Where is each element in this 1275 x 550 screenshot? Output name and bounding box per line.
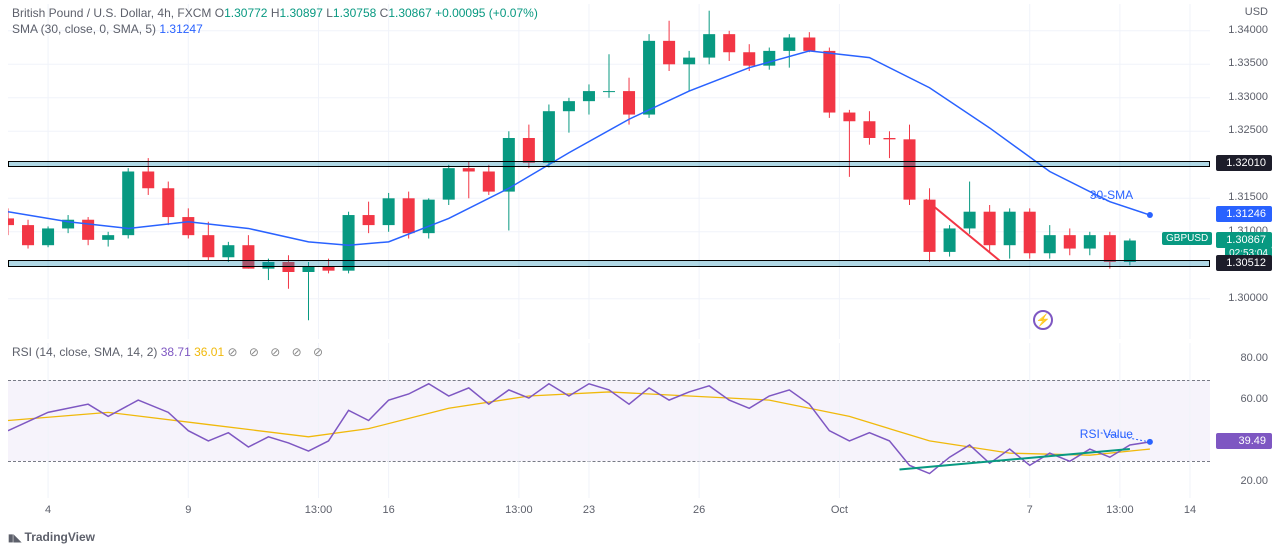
price-y-tick: 1.31500 (1228, 191, 1268, 203)
time-tick: 16 (383, 504, 395, 516)
time-tick: 26 (693, 504, 705, 516)
price-y-tick: 1.30000 (1228, 292, 1268, 304)
rsi-y-axis[interactable]: 80.0060.0040.0020.00 39.49 (1212, 343, 1272, 498)
rsi-value-2: 36.01 (194, 345, 224, 359)
time-tick: 23 (583, 504, 595, 516)
rsi-y-tick: 80.00 (1240, 352, 1268, 364)
rsi-annotation: RSI Value (1080, 427, 1133, 441)
price-pane[interactable]: British Pound / U.S. Dollar, 4h, FXCM O1… (8, 4, 1210, 339)
symbol-name: British Pound / U.S. Dollar, 4h, FXCM (12, 6, 211, 20)
rsi-value-1: 38.71 (161, 345, 191, 359)
time-tick: Oct (831, 504, 848, 516)
time-tick: 7 (1027, 504, 1033, 516)
sma-indicator-row: SMA (30, close, 0, SMA, 5) 1.31247 (12, 22, 203, 36)
y-axis-currency: USD (1245, 6, 1268, 18)
ohlc-change: +0.00095 (435, 6, 485, 20)
bolt-icon[interactable]: ⚡ (1033, 310, 1053, 330)
time-tick: 14 (1184, 504, 1196, 516)
resistance-zone (8, 161, 1210, 166)
ohlc-low: 1.30758 (333, 6, 376, 20)
tradingview-logo[interactable]: ▮◣ TradingView (8, 530, 95, 544)
price-y-tick: 1.34000 (1228, 24, 1268, 36)
resistance-price-badge: 1.32010 (1216, 155, 1272, 171)
rsi-visibility-icons[interactable]: ⊘ ⊘ ⊘ ⊘ ⊘ (227, 345, 327, 359)
time-tick: 13:00 (305, 504, 333, 516)
time-axis[interactable]: 4 9 13:00 16 13:00 23 26 Oct 7 13:00 14 (8, 500, 1210, 525)
support-zone (8, 260, 1210, 267)
price-y-tick: 1.32500 (1228, 124, 1268, 136)
sma-annotation: 30-SMA (1090, 188, 1133, 202)
rsi-pane[interactable]: RSI (14, close, SMA, 14, 2) 38.71 36.01 … (8, 343, 1210, 498)
ohlc-close: 1.30867 (388, 6, 431, 20)
rsi-value-badge: 39.49 (1216, 433, 1272, 449)
rsi-label: RSI (14, close, SMA, 14, 2) (12, 345, 157, 359)
rsi-y-tick: 20.00 (1240, 475, 1268, 487)
symbol-header: British Pound / U.S. Dollar, 4h, FXCM O1… (12, 6, 538, 20)
time-tick: 13:00 (1106, 504, 1134, 516)
ohlc-pct: (+0.07%) (489, 6, 538, 20)
rsi-y-tick: 60.00 (1240, 393, 1268, 405)
pair-badge: GBPUSD (1162, 232, 1212, 245)
current-price-badge: 1.30867 (1216, 232, 1272, 248)
rsi-chart-svg (8, 343, 1210, 498)
time-tick: 4 (45, 504, 51, 516)
time-tick: 9 (185, 504, 191, 516)
chart-container: British Pound / U.S. Dollar, 4h, FXCM O1… (0, 0, 1275, 550)
sma-label: SMA (30, close, 0, SMA, 5) (12, 22, 156, 36)
ohlc-open: 1.30772 (224, 6, 267, 20)
support-price-badge: 1.30512 (1216, 255, 1272, 271)
sma-price-badge: 1.31246 (1216, 206, 1272, 222)
price-chart-svg (8, 4, 1210, 339)
price-y-tick: 1.33500 (1228, 57, 1268, 69)
sma-value: 1.31247 (159, 22, 202, 36)
price-y-tick: 1.33000 (1228, 91, 1268, 103)
ohlc-high: 1.30897 (280, 6, 323, 20)
time-tick: 13:00 (505, 504, 533, 516)
rsi-indicator-row: RSI (14, close, SMA, 14, 2) 38.71 36.01 … (12, 345, 327, 359)
price-y-axis[interactable]: USD 1.34000 1.33500 1.33000 1.32500 1.31500 1… (1212, 4, 1272, 339)
